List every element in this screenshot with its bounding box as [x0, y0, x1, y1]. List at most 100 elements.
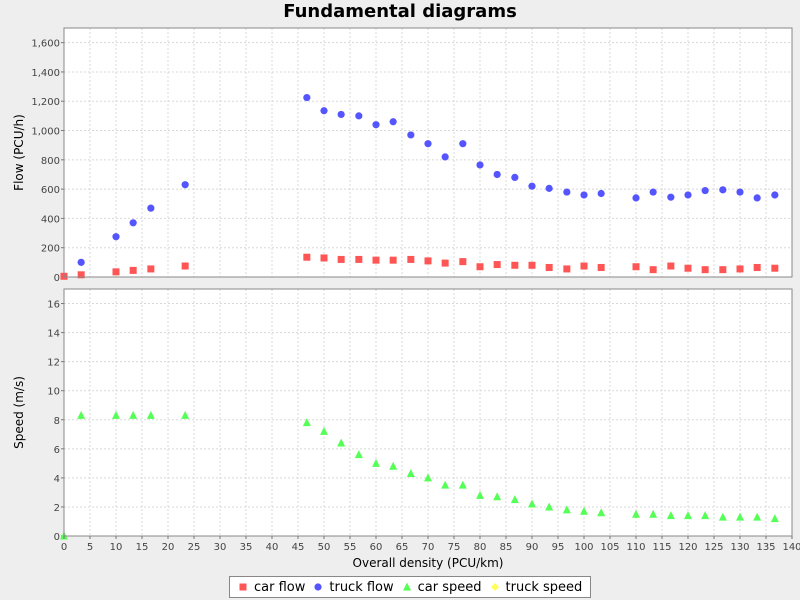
data-point — [146, 410, 155, 419]
data-point — [181, 262, 189, 270]
data-point — [736, 512, 744, 521]
x-tick-label: 40 — [266, 542, 279, 553]
data-point — [545, 502, 554, 511]
legend-triangle-icon — [402, 582, 411, 591]
data-point — [649, 188, 657, 196]
data-point — [545, 263, 553, 271]
data-point — [666, 511, 675, 520]
x-tick-label: 30 — [214, 542, 227, 553]
data-point — [701, 511, 710, 520]
legend-circle-icon — [314, 583, 322, 591]
y-tick-label: 800 — [41, 156, 60, 167]
data-point — [112, 268, 120, 276]
data-point — [597, 263, 605, 271]
data-point — [372, 121, 380, 129]
data-point — [355, 112, 363, 120]
x-tick-label: 15 — [136, 542, 149, 553]
legend-item-car-flow: car flow — [238, 580, 305, 595]
data-point — [597, 189, 605, 198]
data-point — [389, 118, 397, 126]
data-point — [563, 265, 571, 273]
x-tick-label: 5 — [87, 542, 93, 553]
data-point — [632, 194, 640, 202]
x-tick-label: 85 — [500, 542, 513, 553]
legend-label: car flow — [254, 579, 306, 595]
data-point — [580, 262, 588, 270]
y-tick-label: 4 — [54, 474, 60, 485]
data-point — [459, 258, 467, 266]
data-point — [181, 181, 189, 189]
x-tick-label: 60 — [370, 542, 383, 553]
data-point — [632, 509, 640, 518]
y-tick-label: 1,600 — [31, 39, 60, 50]
data-point — [129, 219, 137, 227]
data-point — [458, 480, 467, 489]
data-point — [528, 261, 536, 269]
data-point — [528, 182, 536, 190]
data-point — [337, 255, 345, 263]
subplot-1: 0 200 400 600 800 1,000 1,200 1,400 1,600 Flow (P… — [12, 27, 793, 284]
data-point — [562, 505, 571, 514]
data-point — [528, 499, 536, 508]
data-point — [476, 490, 484, 499]
x-tick-label: 65 — [396, 542, 409, 553]
data-point — [129, 410, 138, 419]
x-tick-label: 100 — [574, 542, 593, 553]
x-tick-label: 135 — [756, 542, 775, 553]
data-point — [493, 170, 501, 179]
data-point — [649, 266, 657, 274]
data-point — [389, 256, 397, 264]
data-point — [441, 480, 450, 489]
data-point — [753, 263, 761, 271]
data-point — [597, 508, 606, 517]
y-axis-label: Speed (m/s) — [12, 376, 26, 449]
data-point — [407, 255, 415, 263]
data-point — [736, 188, 744, 196]
data-point — [770, 514, 779, 523]
x-tick-label: 115 — [652, 542, 671, 553]
y-tick-label: 1,000 — [31, 127, 60, 138]
x-tick-label: 90 — [526, 542, 539, 553]
chart-title: Fundamental diagrams — [283, 1, 517, 22]
data-point — [511, 261, 519, 269]
legend-square-icon — [239, 583, 247, 591]
data-point — [667, 262, 675, 270]
y-tick-label: 10 — [47, 387, 60, 398]
data-point — [667, 193, 675, 201]
x-tick-label: 25 — [188, 542, 201, 553]
data-point — [718, 512, 727, 521]
x-tick-label: 110 — [626, 542, 645, 553]
data-point — [424, 473, 432, 482]
y-tick-label: 200 — [41, 244, 60, 255]
legend-item-car-speed: car speed — [402, 580, 482, 595]
data-point — [701, 266, 709, 274]
data-point — [580, 506, 588, 515]
data-point — [753, 512, 762, 521]
data-point — [719, 266, 727, 274]
y-tick-label: 12 — [47, 358, 60, 369]
data-point — [736, 265, 744, 273]
data-point — [303, 93, 311, 102]
y-tick-label: 1,400 — [31, 68, 60, 79]
data-point — [701, 186, 709, 195]
y-tick-label: 0 — [54, 532, 60, 543]
x-tick-label: 130 — [730, 542, 749, 553]
data-point — [337, 438, 346, 447]
legend-item-truck-flow: truck flow — [313, 580, 394, 595]
data-point — [320, 254, 328, 262]
data-point — [771, 264, 779, 272]
x-tick-label: 95 — [552, 542, 565, 553]
data-point — [77, 271, 85, 279]
data-point — [337, 110, 345, 119]
data-point — [424, 257, 432, 265]
x-tick-label: 125 — [704, 542, 723, 553]
data-point — [684, 191, 692, 199]
subplot-2: 0 2 4 6 8 10 12 14 16 Speed (m/s) — [12, 288, 793, 543]
x-tick-label: 50 — [318, 542, 331, 553]
data-point — [147, 265, 155, 273]
data-point — [441, 259, 449, 267]
y-tick-label: 8 — [54, 416, 60, 427]
legend-label: truck speed — [505, 579, 583, 595]
data-point — [320, 426, 328, 435]
data-point — [406, 469, 415, 478]
